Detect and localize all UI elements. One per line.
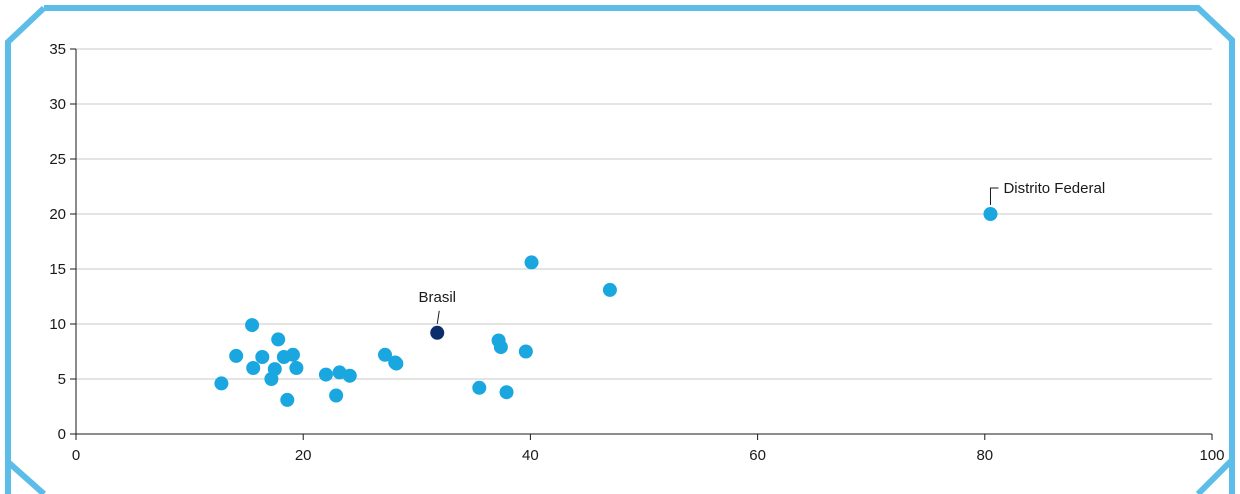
data-point [255, 350, 270, 364]
point-label: Brasil [418, 289, 456, 306]
x-tick-label: 40 [522, 447, 539, 464]
x-tick-label: 60 [749, 447, 766, 464]
data-point [342, 368, 357, 383]
data-point [318, 367, 333, 382]
data-point [246, 361, 261, 375]
data-point [389, 356, 404, 371]
y-tick-label: 0 [58, 426, 66, 443]
y-tick-label: 25 [49, 151, 66, 168]
y-tick-label: 35 [49, 41, 66, 58]
data-point [289, 361, 304, 375]
gridlines [76, 48, 1212, 380]
y-tick-label: 10 [49, 316, 66, 333]
data-point [472, 380, 487, 395]
data-point [285, 347, 300, 362]
data-point [602, 282, 617, 297]
data-point [280, 392, 295, 407]
y-tick-label: 15 [49, 261, 66, 278]
data-point [983, 207, 998, 221]
label-leader-line [989, 187, 999, 205]
x-tick-label: 0 [72, 447, 80, 464]
data-point [267, 362, 282, 377]
data-point [499, 385, 514, 400]
data-point [214, 376, 229, 391]
data-point [271, 332, 286, 347]
x-tick-label: 20 [295, 447, 312, 464]
y-axis-ticks: 0 5 10 15 20 25 30 35 [49, 41, 76, 443]
x-tick-label: 100 [1199, 447, 1224, 464]
y-tick-label: 5 [58, 371, 66, 388]
axes [75, 49, 1212, 435]
x-tick-label: 80 [976, 447, 993, 464]
data-point [245, 318, 260, 333]
data-point [493, 340, 508, 355]
x-axis-ticks: 0 20 40 60 80 100 [72, 434, 1225, 464]
y-tick-label: 20 [49, 206, 66, 223]
data-point [229, 348, 244, 363]
data-point [430, 325, 445, 340]
data-point [524, 255, 539, 270]
data-points [214, 207, 998, 407]
point-labels: Distrito Federal Brasil [418, 180, 1105, 324]
data-point [329, 388, 344, 403]
data-point [377, 347, 392, 362]
data-point [518, 344, 533, 359]
y-tick-label: 30 [49, 96, 66, 113]
label-leader-line [436, 310, 440, 324]
point-label: Distrito Federal [1003, 180, 1105, 197]
